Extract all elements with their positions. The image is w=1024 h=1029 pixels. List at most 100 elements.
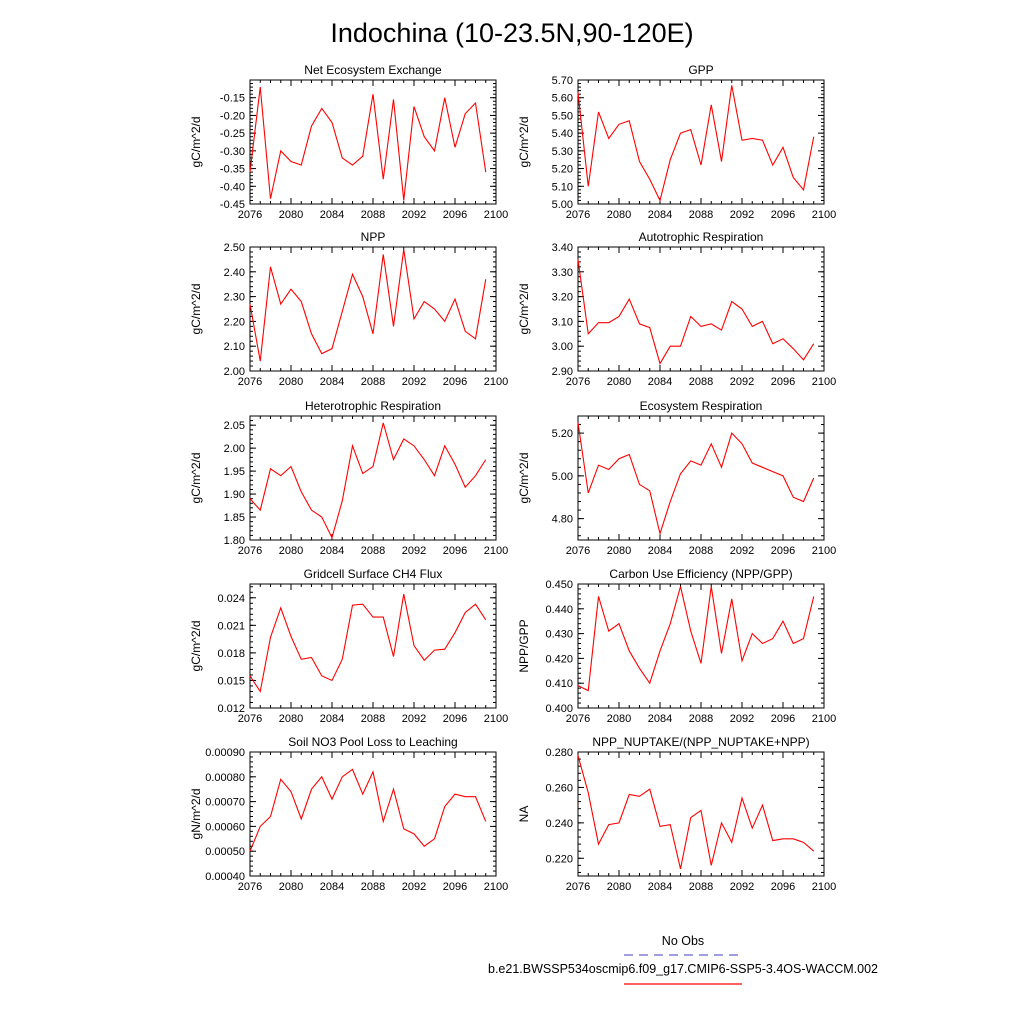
net-ecosystem-exchange-ylabel: gC/m^2/d (189, 117, 203, 168)
npp-nuptake-npp-nuptake-npp-plot-frame (577, 751, 825, 877)
soil-no3-pool-loss-to-leaching-title: Soil NO3 Pool Loss to Leaching (288, 735, 457, 749)
heterotrophic-respiration-xtick-label: 2092 (402, 545, 426, 557)
autotrophic-respiration-xtick-label: 2100 (812, 376, 836, 388)
npp-plot-frame (249, 246, 497, 372)
net-ecosystem-exchange-xtick-label: 2100 (484, 209, 508, 221)
soil-no3-pool-loss-to-leaching-ytick-label: 0.00080 (205, 772, 245, 784)
gpp-ytick-label: 5.70 (552, 75, 573, 87)
autotrophic-respiration-ytick-label: 2.90 (552, 366, 573, 378)
gpp-xtick-label: 2096 (771, 209, 795, 221)
gpp-ylabel: gC/m^2/d (517, 117, 531, 168)
npp-nuptake-npp-nuptake-npp-ytick-label: 0.260 (545, 782, 573, 794)
heterotrophic-respiration-ytick-label: 1.80 (224, 535, 245, 547)
net-ecosystem-exchange-title: Net Ecosystem Exchange (304, 63, 442, 77)
gpp-ytick-label: 5.00 (552, 199, 573, 211)
net-ecosystem-exchange-ytick-label: -0.15 (220, 93, 245, 105)
heterotrophic-respiration-xtick-label: 2100 (484, 545, 508, 557)
npp-nuptake-npp-nuptake-npp-xtick-label: 2088 (689, 881, 713, 893)
panel-npp: NPP gC/m^2/d 2076 2080 2084 2088 2092 2096 2100 2… (189, 230, 508, 388)
npp-nuptake-npp-nuptake-npp-ytick-label: 0.240 (545, 818, 573, 830)
carbon-use-efficiency-npp-gpp-xtick-label: 2096 (771, 713, 795, 725)
heterotrophic-respiration-xtick-label: 2084 (320, 545, 344, 557)
carbon-use-efficiency-npp-gpp-ytick-label: 0.420 (545, 653, 573, 665)
carbon-use-efficiency-npp-gpp-xtick-label: 2092 (730, 713, 754, 725)
net-ecosystem-exchange-ytick-label: -0.35 (220, 164, 245, 176)
heterotrophic-respiration-xtick-label: 2076 (238, 545, 262, 557)
panel-soil-no3-pool-loss-to-leaching: Soil NO3 Pool Loss to Leaching gN/m^2/d 20… (189, 735, 508, 893)
legend-obs-label: No Obs (662, 934, 704, 948)
npp-nuptake-npp-nuptake-npp-xtick-label: 2076 (566, 881, 590, 893)
carbon-use-efficiency-npp-gpp-ytick-label: 0.430 (545, 629, 573, 641)
heterotrophic-respiration-xtick-label: 2088 (361, 545, 385, 557)
gpp-xtick-label: 2076 (566, 209, 590, 221)
ecosystem-respiration-title: Ecosystem Respiration (640, 399, 763, 413)
npp-ytick-label: 2.30 (224, 292, 245, 304)
autotrophic-respiration-ytick-label: 3.40 (552, 242, 573, 254)
soil-no3-pool-loss-to-leaching-xtick-label: 2096 (443, 881, 467, 893)
heterotrophic-respiration-series-line-0 (249, 422, 487, 540)
panel-autotrophic-respiration: Autotrophic Respiration gC/m^2/d 2076 2080 2… (517, 230, 836, 388)
npp-xtick-label: 2088 (361, 376, 385, 388)
carbon-use-efficiency-npp-gpp-plot-frame (577, 583, 825, 709)
legend-model-label: b.e21.BWSSP534oscmip6.f09_g17.CMIP6-SSP5… (488, 962, 878, 976)
heterotrophic-respiration-ytick-label: 1.90 (224, 489, 245, 501)
npp-ytick-label: 2.10 (224, 341, 245, 353)
legend: No Obs b.e21.BWSSP534oscmip6.f09_g17.CMI… (488, 934, 878, 985)
gpp-ytick-label: 5.40 (552, 128, 573, 140)
heterotrophic-respiration-ytick-label: 2.05 (224, 420, 245, 432)
npp-nuptake-npp-nuptake-npp-title: NPP_NUPTAKE/(NPP_NUPTAKE+NPP) (592, 735, 809, 749)
npp-ytick-label: 2.50 (224, 242, 245, 254)
soil-no3-pool-loss-to-leaching-ytick-label: 0.00040 (205, 871, 245, 883)
autotrophic-respiration-ytick-label: 3.30 (552, 267, 573, 279)
net-ecosystem-exchange-ytick-label: -0.30 (220, 146, 245, 158)
gridcell-surface-ch4-flux-plot-frame (249, 583, 497, 709)
gridcell-surface-ch4-flux-ytick-label: 0.024 (217, 593, 245, 605)
carbon-use-efficiency-npp-gpp-title: Carbon Use Efficiency (NPP/GPP) (609, 567, 792, 581)
heterotrophic-respiration-xtick-label: 2096 (443, 545, 467, 557)
gridcell-surface-ch4-flux-xtick-label: 2076 (238, 713, 262, 725)
gridcell-surface-ch4-flux-xtick-label: 2080 (279, 713, 303, 725)
net-ecosystem-exchange-xtick-label: 2076 (238, 209, 262, 221)
net-ecosystem-exchange-xtick-label: 2092 (402, 209, 426, 221)
ecosystem-respiration-ytick-label: 5.00 (552, 471, 573, 483)
autotrophic-respiration-series-line-0 (577, 259, 815, 365)
panel-heterotrophic-respiration: Heterotrophic Respiration gC/m^2/d 2076 208… (189, 399, 508, 557)
carbon-use-efficiency-npp-gpp-ytick-label: 0.410 (545, 678, 573, 690)
gridcell-surface-ch4-flux-title: Gridcell Surface CH4 Flux (304, 567, 443, 581)
npp-nuptake-npp-nuptake-npp-xtick-label: 2100 (812, 881, 836, 893)
carbon-use-efficiency-npp-gpp-ytick-label: 0.450 (545, 579, 573, 591)
npp-series-line-0 (249, 249, 487, 362)
autotrophic-respiration-title: Autotrophic Respiration (639, 230, 764, 244)
autotrophic-respiration-plot-frame (577, 246, 825, 372)
soil-no3-pool-loss-to-leaching-ytick-label: 0.00050 (205, 846, 245, 858)
npp-xtick-label: 2080 (279, 376, 303, 388)
panel-net-ecosystem-exchange: Net Ecosystem Exchange gC/m^2/d 2076 2080 20… (189, 63, 508, 221)
soil-no3-pool-loss-to-leaching-ytick-label: 0.00090 (205, 747, 245, 759)
ecosystem-respiration-plot-frame (577, 415, 825, 541)
gridcell-surface-ch4-flux-series-line-0 (249, 593, 487, 693)
heterotrophic-respiration-plot-frame (249, 415, 497, 541)
npp-xtick-label: 2092 (402, 376, 426, 388)
autotrophic-respiration-ytick-label: 3.10 (552, 316, 573, 328)
soil-no3-pool-loss-to-leaching-xtick-label: 2092 (402, 881, 426, 893)
gridcell-surface-ch4-flux-xtick-label: 2096 (443, 713, 467, 725)
gpp-ytick-label: 5.20 (552, 164, 573, 176)
npp-ytick-label: 2.40 (224, 267, 245, 279)
npp-title: NPP (361, 230, 386, 244)
npp-nuptake-npp-nuptake-npp-xtick-label: 2080 (607, 881, 631, 893)
autotrophic-respiration-ytick-label: 3.00 (552, 341, 573, 353)
npp-xtick-label: 2100 (484, 376, 508, 388)
ecosystem-respiration-xtick-label: 2096 (771, 545, 795, 557)
npp-ylabel: gC/m^2/d (189, 284, 203, 335)
gridcell-surface-ch4-flux-xtick-label: 2092 (402, 713, 426, 725)
heterotrophic-respiration-ytick-label: 1.85 (224, 512, 245, 524)
heterotrophic-respiration-ytick-label: 2.00 (224, 443, 245, 455)
gpp-ytick-label: 5.10 (552, 181, 573, 193)
net-ecosystem-exchange-xtick-label: 2096 (443, 209, 467, 221)
net-ecosystem-exchange-ytick-label: -0.20 (220, 110, 245, 122)
heterotrophic-respiration-title: Heterotrophic Respiration (305, 399, 441, 413)
ecosystem-respiration-xtick-label: 2088 (689, 545, 713, 557)
npp-nuptake-npp-nuptake-npp-series-line-0 (577, 755, 815, 870)
